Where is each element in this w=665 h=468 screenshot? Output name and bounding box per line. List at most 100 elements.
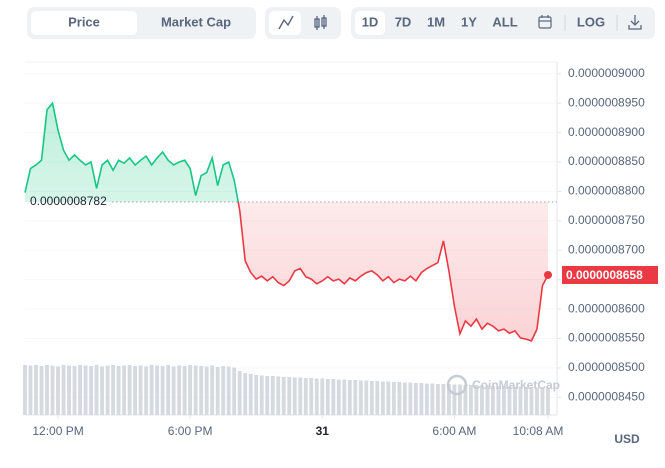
area-down bbox=[238, 202, 548, 341]
volume-bar bbox=[265, 376, 270, 415]
volume-bar bbox=[518, 386, 523, 415]
volume-bar bbox=[78, 365, 82, 415]
volume-bar bbox=[502, 386, 506, 415]
volume-bar bbox=[402, 382, 407, 415]
volume-bar bbox=[386, 381, 391, 415]
volume-bar bbox=[259, 375, 264, 415]
volume-bar bbox=[166, 365, 171, 415]
volume-bar bbox=[314, 378, 319, 415]
line-icon bbox=[278, 15, 294, 30]
volume-bar bbox=[155, 365, 160, 415]
volume-bar bbox=[496, 386, 501, 415]
volume-bar bbox=[188, 365, 193, 415]
volume-bar bbox=[133, 366, 138, 415]
range-button[interactable]: 7D bbox=[395, 14, 412, 29]
volume-bar bbox=[430, 383, 435, 415]
volume-bar bbox=[248, 374, 253, 415]
volume-bar bbox=[535, 387, 539, 415]
volume-bar bbox=[144, 366, 149, 415]
volume-bar bbox=[369, 381, 374, 415]
volume-bar bbox=[419, 383, 424, 415]
range-button[interactable]: ALL bbox=[492, 14, 517, 29]
range-group bbox=[351, 7, 655, 39]
price-line-up bbox=[24, 101, 240, 203]
volume-bar bbox=[50, 365, 55, 415]
area-up bbox=[25, 103, 548, 203]
volume-bar bbox=[391, 382, 396, 415]
volume-bar bbox=[226, 366, 231, 415]
volume-bar bbox=[474, 385, 479, 415]
volume-bar bbox=[424, 383, 429, 415]
volume-bar bbox=[364, 380, 369, 415]
volume-bar bbox=[491, 386, 495, 415]
price-label: 0.0000008658 bbox=[566, 268, 643, 282]
price-label-bg bbox=[562, 265, 658, 284]
volume-bar bbox=[23, 365, 27, 415]
volume-bar bbox=[325, 379, 330, 415]
volume-bar bbox=[303, 378, 308, 415]
volume-bar bbox=[441, 384, 446, 415]
volume-bar bbox=[309, 378, 314, 415]
volume-bar bbox=[254, 375, 259, 415]
volume-bar bbox=[485, 385, 490, 415]
volume-bar bbox=[105, 365, 110, 415]
volume-bar bbox=[463, 385, 468, 415]
y-tick-label: 0.0000008700 bbox=[568, 242, 645, 256]
volume-bar bbox=[100, 366, 105, 415]
plot: 0.0000008450 0.0000008500 0.0000008550 0.00… bbox=[23, 61, 658, 438]
currency-label: USD bbox=[614, 432, 640, 446]
y-tick-label: 0.0000009000 bbox=[568, 66, 645, 80]
y-tick-label: 0.0000008850 bbox=[568, 154, 645, 168]
volume-bar bbox=[122, 365, 127, 415]
x-tick-label: 12:00 PM bbox=[32, 424, 83, 438]
watermark: CoinMarketCap bbox=[472, 378, 560, 392]
volume-bar bbox=[292, 377, 297, 415]
x-tick-label: 31 bbox=[316, 424, 330, 438]
volume-bar bbox=[72, 366, 77, 415]
x-tick-label: 10:08 AM bbox=[513, 424, 564, 438]
volume-bar bbox=[89, 366, 93, 415]
tab-price[interactable]: Price bbox=[68, 14, 100, 29]
volume-bar bbox=[446, 384, 451, 415]
volume-bar bbox=[540, 387, 545, 415]
volume-bar bbox=[298, 377, 303, 415]
tab-active[interactable] bbox=[31, 11, 137, 35]
calendar-icon[interactable] bbox=[538, 15, 552, 29]
volume-bar bbox=[210, 365, 215, 415]
volume-bar bbox=[413, 383, 418, 415]
range-button[interactable]: 1D bbox=[362, 14, 379, 29]
range-button[interactable]: 1Y bbox=[461, 14, 477, 29]
volume-bar bbox=[193, 365, 198, 415]
volume-bar bbox=[237, 371, 242, 415]
y-tick-label: 0.0000008450 bbox=[568, 390, 645, 404]
candle-icon[interactable] bbox=[314, 15, 327, 30]
y-tick-label: 0.0000008800 bbox=[568, 184, 645, 198]
volume-bar bbox=[347, 380, 352, 415]
y-tick-label: 0.0000008600 bbox=[568, 301, 645, 315]
volume-bar bbox=[204, 366, 209, 415]
volume-bar bbox=[287, 377, 292, 415]
y-tick-label: 0.0000008750 bbox=[568, 213, 645, 227]
volume-bar bbox=[45, 365, 49, 415]
volume-bar bbox=[281, 377, 286, 415]
volume-bar bbox=[171, 366, 176, 415]
volume-bar bbox=[127, 365, 132, 415]
log-button[interactable]: LOG bbox=[577, 14, 605, 29]
tab-market-cap[interactable]: Market Cap bbox=[161, 14, 231, 29]
volume-bar bbox=[177, 365, 182, 415]
line-type-button[interactable] bbox=[269, 11, 301, 35]
volume-bar bbox=[199, 366, 204, 415]
volume-bar bbox=[524, 387, 528, 415]
volume-bar bbox=[270, 376, 275, 415]
watermark-logo bbox=[446, 374, 468, 396]
volume-bar bbox=[358, 380, 363, 415]
volume-bar bbox=[380, 381, 385, 415]
volume-bar bbox=[149, 365, 154, 415]
download-icon[interactable] bbox=[628, 15, 642, 30]
volume-bar bbox=[331, 379, 336, 415]
range-active[interactable] bbox=[355, 11, 385, 35]
volume-bar bbox=[160, 366, 165, 415]
volume-bar bbox=[61, 365, 66, 415]
y-tick-label: 0.0000008550 bbox=[568, 331, 645, 345]
range-button[interactable]: 1M bbox=[427, 14, 445, 29]
